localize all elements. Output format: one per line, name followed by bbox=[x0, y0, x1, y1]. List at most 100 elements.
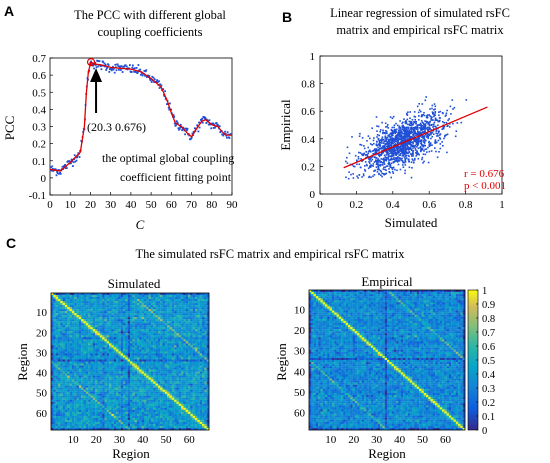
correlation-point bbox=[390, 141, 392, 144]
heatmap-cell bbox=[202, 323, 205, 326]
correlation-point bbox=[384, 122, 387, 125]
correlation-point bbox=[426, 116, 429, 118]
heatmap-cell bbox=[192, 355, 196, 358]
heatmap-cell bbox=[113, 305, 117, 308]
heatmap-cell bbox=[88, 377, 91, 380]
heatmap-cell bbox=[174, 303, 177, 306]
heatmap-cell bbox=[76, 319, 80, 322]
heatmap-cell bbox=[64, 375, 68, 378]
heatmap-cell bbox=[195, 347, 198, 350]
correlation-point bbox=[386, 165, 389, 167]
heatmap-cell bbox=[171, 331, 175, 334]
heatmap-cell bbox=[76, 357, 80, 360]
pcc-point bbox=[113, 71, 116, 74]
heatmap-cell bbox=[202, 313, 205, 316]
heatmap-cell bbox=[134, 379, 138, 382]
heatmap-cell bbox=[62, 333, 66, 336]
heatmap-cell bbox=[143, 371, 147, 374]
heatmap-cell bbox=[69, 355, 73, 358]
heatmap-cell bbox=[62, 383, 66, 386]
pcc-point bbox=[205, 122, 208, 124]
correlation-point bbox=[368, 159, 371, 161]
heatmap-cell bbox=[202, 305, 205, 308]
heatmap-cell bbox=[204, 373, 207, 376]
heatmap-cell bbox=[181, 343, 184, 346]
heatmap-cell bbox=[90, 351, 93, 354]
correlation-point bbox=[379, 141, 381, 143]
heatmap-cell bbox=[113, 301, 117, 304]
heatmap-cell bbox=[174, 327, 177, 330]
heatmap-cell bbox=[155, 327, 159, 330]
heatmap-cell bbox=[67, 311, 70, 314]
heatmap-cell bbox=[195, 295, 198, 298]
heatmap-cell bbox=[162, 361, 165, 364]
correlation-point bbox=[360, 158, 362, 160]
correlation-point bbox=[394, 153, 397, 155]
heatmap-cell bbox=[111, 299, 114, 302]
correlation-point bbox=[414, 120, 417, 123]
heatmap-cell bbox=[197, 371, 200, 374]
heatmap-cell bbox=[74, 317, 77, 320]
correlation-point bbox=[391, 151, 394, 154]
heatmap-cell bbox=[199, 303, 203, 306]
correlation-point bbox=[379, 130, 381, 133]
heatmap-cell bbox=[55, 367, 59, 370]
heatmap-cell bbox=[81, 325, 84, 328]
heatmap-cell bbox=[160, 363, 163, 366]
heatmap-cell bbox=[62, 327, 66, 330]
heatmap-cell bbox=[143, 343, 147, 346]
heatmap-cell bbox=[169, 335, 172, 338]
heatmap-cell bbox=[76, 343, 80, 346]
heatmap-cell bbox=[160, 303, 163, 306]
heatmap-cell bbox=[178, 337, 182, 340]
heatmap-cell bbox=[85, 307, 89, 310]
heatmap-cell bbox=[192, 377, 196, 380]
heatmap-cell bbox=[62, 351, 66, 354]
heatmap-cell bbox=[197, 299, 200, 302]
correlation-point bbox=[442, 127, 444, 130]
heatmap-cell bbox=[132, 333, 135, 336]
heatmap-cell bbox=[146, 345, 149, 348]
correlation-point bbox=[438, 151, 440, 153]
heatmap-cell bbox=[53, 379, 56, 382]
heatmap-cell bbox=[202, 299, 205, 302]
heatmap-cell bbox=[148, 323, 152, 326]
heatmap-cell bbox=[157, 317, 161, 320]
heatmap-cell bbox=[90, 303, 93, 306]
correlation-point bbox=[366, 154, 368, 156]
correlation-point bbox=[414, 147, 417, 150]
heatmap-cell bbox=[111, 335, 114, 338]
heatmap-cell bbox=[146, 337, 149, 340]
heatmap-cell bbox=[157, 359, 161, 362]
heatmap-cell bbox=[88, 321, 91, 324]
heatmap-cell bbox=[116, 369, 119, 372]
heatmap-cell bbox=[141, 321, 145, 324]
heatmap-cell bbox=[171, 299, 175, 302]
pcc-point bbox=[111, 67, 114, 70]
heatmap-cell bbox=[157, 345, 161, 348]
heatmap-cell bbox=[171, 321, 175, 324]
heatmap-cell bbox=[113, 381, 117, 384]
correlation-point bbox=[411, 149, 413, 151]
heatmap-cell bbox=[55, 353, 59, 356]
heatmap-cell bbox=[164, 317, 168, 320]
correlation-point bbox=[418, 137, 421, 140]
heatmap-cell bbox=[192, 347, 196, 350]
heatmap-cell bbox=[102, 373, 105, 376]
heatmap-cell bbox=[157, 323, 161, 326]
pcc-point bbox=[116, 63, 119, 66]
heatmap-cell bbox=[134, 349, 138, 352]
heatmap-cell bbox=[174, 371, 177, 374]
pcc-point bbox=[70, 162, 72, 165]
heatmap-cell bbox=[204, 333, 207, 336]
correlation-point bbox=[413, 121, 415, 123]
correlation-point bbox=[412, 130, 415, 132]
heatmap-cell bbox=[83, 327, 86, 330]
heatmap-cell bbox=[181, 379, 184, 382]
correlation-point bbox=[429, 144, 432, 147]
heatmap-cell bbox=[127, 341, 131, 344]
correlation-point bbox=[423, 131, 426, 134]
heatmap-cell bbox=[132, 369, 135, 372]
heatmap-cell bbox=[104, 309, 107, 312]
heatmap-cell bbox=[141, 347, 145, 350]
